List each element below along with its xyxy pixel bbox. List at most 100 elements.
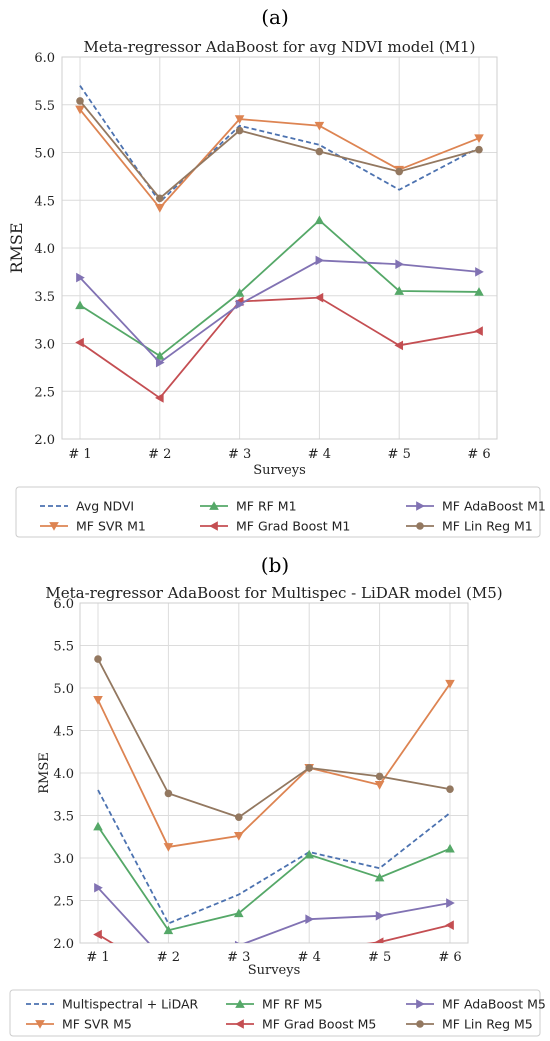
legend-label: MF RF M5	[262, 997, 323, 1012]
y-tick-label: 3.0	[34, 338, 55, 353]
data-point-s3-5	[374, 872, 385, 882]
data-point-s4-5	[374, 937, 384, 943]
x-tick-label: # 2	[157, 950, 180, 965]
chart-panel-1: (a) Meta-regressor AdaBoost for avg NDVI …	[7, 5, 546, 538]
legend-label: MF Lin Reg M5	[442, 1017, 533, 1032]
legend-item: MF Grad Boost M5	[226, 1017, 376, 1032]
legend-label: MF RF M1	[236, 499, 297, 514]
y-tick-label: 4.0	[34, 242, 55, 257]
y-tick-label: 6.0	[34, 51, 55, 66]
data-point-s6-5	[395, 167, 404, 176]
series-line-3	[97, 826, 451, 932]
data-point-s4-4	[314, 292, 324, 303]
series-line-4	[79, 296, 480, 400]
grid	[62, 56, 497, 440]
legend-label: MF SVR M1	[76, 519, 146, 534]
grid	[80, 602, 468, 944]
x-axis-label: Surveys	[253, 463, 306, 478]
x-tick-label: # 1	[68, 447, 91, 462]
data-point-s3-6	[474, 287, 484, 296]
series-line-2	[97, 683, 451, 848]
y-tick-label: 4.5	[34, 194, 55, 209]
x-tick-label: # 3	[228, 447, 251, 462]
y-tick-label: 4.5	[53, 725, 74, 740]
data-point-s2-4	[314, 121, 325, 131]
data-point-s6-3	[235, 126, 244, 135]
series-line-1	[97, 789, 451, 925]
legend-box	[15, 486, 541, 538]
data-point-s5-4	[305, 914, 314, 924]
series-line-6	[79, 100, 480, 200]
data-point-s2-2	[155, 204, 165, 213]
data-point-s3-2	[155, 351, 165, 360]
legend-marker	[49, 522, 59, 531]
data-point-s6-4	[305, 764, 314, 772]
legend-marker	[209, 521, 218, 531]
data-point-s2-2	[163, 843, 174, 852]
panel-label: (a)	[261, 5, 289, 29]
data-point-s3-1	[75, 300, 85, 310]
data-point-s5-6	[446, 898, 455, 908]
legend-marker	[416, 999, 425, 1009]
plot-area	[93, 655, 455, 991]
y-tick-label: 6.0	[53, 597, 74, 612]
legend-item: Multispectral + LiDAR	[26, 997, 199, 1012]
data-point-s2-6	[474, 134, 484, 143]
y-tick-label: 5.5	[53, 640, 74, 655]
legend-item: MF Lin Reg M1	[406, 519, 533, 534]
legend-label: MF Grad Boost M5	[262, 1017, 376, 1032]
data-point-s4-2	[164, 972, 173, 982]
data-point-s4-2	[155, 393, 164, 403]
data-point-s3-3	[234, 908, 244, 918]
data-point-s2-6	[445, 679, 455, 689]
data-point-s4-1	[75, 337, 84, 348]
legend-label: Multispectral + LiDAR	[62, 997, 199, 1012]
series-line-1	[79, 85, 480, 204]
data-point-s4-5	[394, 340, 404, 351]
data-point-s6-1	[76, 97, 84, 105]
y-tick-label: 2.0	[34, 433, 55, 448]
legend-marker	[416, 1020, 424, 1028]
data-point-s3-2	[163, 925, 174, 935]
legend-label: MF SVR M5	[62, 1017, 132, 1032]
y-tick-label: 3.0	[53, 852, 74, 867]
data-point-s3-1	[93, 821, 103, 831]
legend-label: Avg NDVI	[76, 499, 134, 514]
data-point-s5-3	[234, 940, 240, 943]
legend-item: MF RF M5	[226, 997, 323, 1012]
x-tick-label: # 5	[388, 447, 411, 462]
x-tick-label: # 1	[86, 950, 109, 965]
data-point-s6-4	[315, 147, 324, 156]
data-point-s2-1	[75, 105, 85, 115]
series-line-3	[79, 219, 480, 358]
data-point-s6-5	[375, 772, 384, 781]
data-point-s2-5	[374, 781, 385, 790]
series-line-2	[79, 108, 480, 210]
legend-item: MF SVR M1	[40, 519, 146, 534]
x-axis-label: Surveys	[248, 963, 301, 978]
y-tick-label: 2.5	[34, 385, 55, 400]
data-point-s5-1	[76, 272, 85, 283]
data-point-s4-6	[445, 920, 454, 930]
data-point-s5-1	[94, 882, 103, 893]
legend-marker	[35, 1020, 45, 1029]
data-point-s6-6	[446, 785, 454, 793]
x-tick-label: # 3	[227, 950, 250, 965]
data-point-s3-6	[445, 843, 455, 853]
legend-item: MF RF M1	[200, 499, 297, 514]
data-point-s5-2	[155, 357, 165, 368]
legend-item: MF AdaBoost M1	[406, 499, 546, 514]
legend-label: MF AdaBoost M5	[442, 997, 546, 1012]
x-tick-label: # 5	[368, 950, 391, 965]
data-point-s6-6	[475, 145, 483, 154]
data-point-s2-3	[234, 115, 245, 124]
legend-marker	[416, 501, 425, 511]
y-axis-label: RMSE	[7, 222, 26, 273]
series-line-5	[79, 259, 480, 364]
y-tick-label: 5.0	[53, 682, 74, 697]
data-point-s3-5	[394, 286, 404, 295]
data-point-s4-3	[234, 981, 243, 991]
legend-marker	[235, 1019, 244, 1029]
y-tick-label: 3.5	[34, 290, 55, 305]
